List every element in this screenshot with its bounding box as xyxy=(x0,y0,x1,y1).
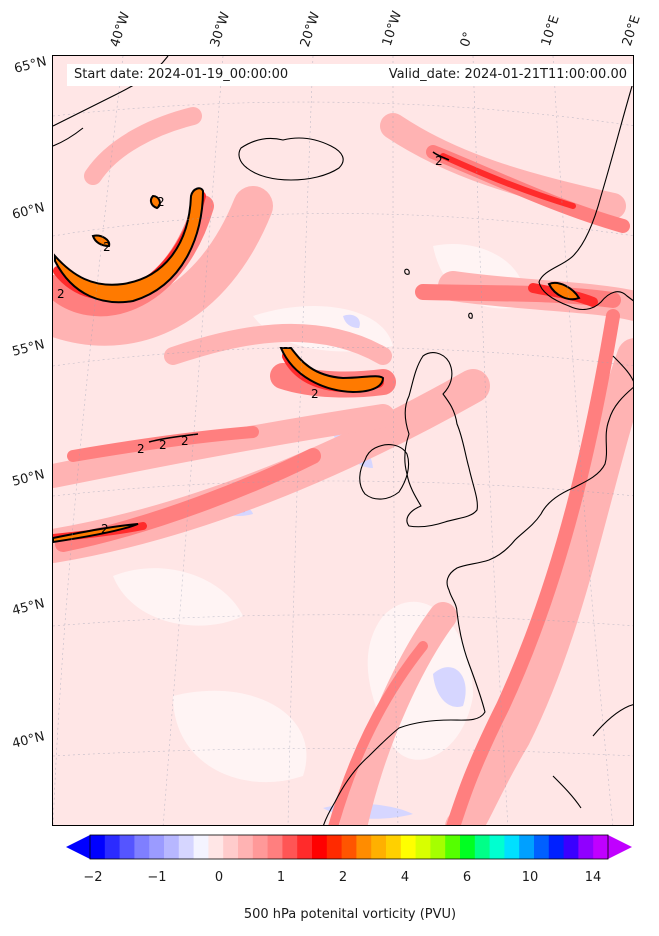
lat-label: 45°N xyxy=(10,596,47,619)
colorbar-cell xyxy=(386,835,402,859)
lat-label: 55°N xyxy=(10,337,47,360)
colorbar-cell xyxy=(90,835,106,859)
colorbar-cell xyxy=(400,835,417,859)
colorbar-cell xyxy=(312,835,328,859)
lat-label: 40°N xyxy=(10,729,47,752)
colorbar-cell xyxy=(578,835,594,859)
lon-label: 20°W xyxy=(297,10,324,49)
contour-labels: 2 2 2 2 2 2 2 2 2 xyxy=(57,154,443,536)
lon-label: 20°E xyxy=(619,13,644,49)
colorbar-cell xyxy=(356,835,372,859)
contour-label: 2 xyxy=(181,434,189,448)
colorbar-cell xyxy=(104,835,121,859)
colorbar-cell xyxy=(534,835,550,859)
colorbar-over-arrow xyxy=(608,835,632,859)
contour-label: 2 xyxy=(435,154,443,168)
colorbar-cell xyxy=(519,835,535,859)
lon-label: 30°W xyxy=(207,10,234,49)
colorbar-cell xyxy=(134,835,150,859)
great-britain-coast xyxy=(404,352,478,528)
colorbar-tick-label: −1 xyxy=(147,870,167,885)
colorbar-tick-label: 4 xyxy=(400,870,410,885)
colorbar-under-arrow xyxy=(66,835,90,859)
colorbar-tick-label: −2 xyxy=(83,870,103,885)
colorbar-cell xyxy=(474,835,491,859)
contour-label: 2 xyxy=(311,387,319,401)
info-bar: Start date: 2024-01-19_00:00:00 Valid_da… xyxy=(67,64,633,86)
colorbar-cell xyxy=(193,835,209,859)
lat-label: 65°N xyxy=(12,54,49,77)
colorbar-cells xyxy=(90,835,609,859)
colorbar-tick-label: 6 xyxy=(462,870,472,885)
contour-label: 2 xyxy=(157,195,165,209)
lat-label: 60°N xyxy=(10,200,47,223)
contour-label: 2 xyxy=(57,287,65,301)
colorbar-cell xyxy=(178,835,195,859)
colorbar-cell xyxy=(267,835,283,859)
valid-date-label: Valid_date: 2024-01-21T11:00:00.00 xyxy=(388,67,627,82)
contour-label: 2 xyxy=(137,442,145,456)
colorbar xyxy=(66,834,632,860)
lon-label: 10°W xyxy=(379,9,406,48)
colorbar-cell xyxy=(430,835,446,859)
ireland-coast xyxy=(359,444,410,500)
colorbar-cell xyxy=(208,835,224,859)
scandinavia-coast xyxy=(538,80,633,311)
colorbar-tick-label: 14 xyxy=(584,870,602,885)
colorbar-tick-label: 10 xyxy=(521,870,539,885)
colorbar-cell xyxy=(282,835,298,859)
graticule xyxy=(53,56,633,825)
iceland-coast xyxy=(238,137,344,181)
colorbar-cell xyxy=(119,835,135,859)
colorbar-cell xyxy=(297,835,313,859)
colorbar-tick-label: 0 xyxy=(214,870,224,885)
colorbar-cell xyxy=(593,835,609,859)
pv-contour-2 xyxy=(53,187,581,544)
colorbar-cell xyxy=(149,835,165,859)
lat-label: 50°N xyxy=(10,467,47,490)
pv-contour-small xyxy=(148,151,450,443)
contour-label: 2 xyxy=(101,522,109,536)
colorbar-cell xyxy=(504,835,520,859)
colorbar-label: 500 hPa potenital vorticity (PVU) xyxy=(243,907,457,922)
start-date-label: Start date: 2024-01-19_00:00:00 xyxy=(74,67,289,82)
colorbar-tick-label: 2 xyxy=(338,870,348,885)
colorbar-cell xyxy=(223,835,239,859)
map-panel: 2 2 2 2 2 2 2 2 2 xyxy=(52,55,634,826)
colorbar-cell xyxy=(238,835,254,859)
contour-label: 2 xyxy=(159,438,167,452)
colorbar-cell xyxy=(563,835,579,859)
colorbar-cell xyxy=(548,835,565,859)
contour-label: 2 xyxy=(103,240,111,254)
colorbar-cell xyxy=(415,835,431,859)
coastlines xyxy=(53,56,633,825)
colorbar-cell xyxy=(164,835,180,859)
lon-label: 40°W xyxy=(107,10,134,49)
colorbar-tick-label: 1 xyxy=(276,870,286,885)
colorbar-cell xyxy=(371,835,387,859)
lon-label: 10°E xyxy=(538,13,563,49)
lon-label: 0° xyxy=(457,30,477,49)
colorbar-cell xyxy=(489,835,505,859)
colorbar-cell xyxy=(341,835,357,859)
europe-coast xyxy=(323,386,633,825)
colorbar-cell xyxy=(252,835,269,859)
colorbar-cell xyxy=(326,835,343,859)
colorbar-cell xyxy=(460,835,476,859)
colorbar-cell xyxy=(445,835,461,859)
